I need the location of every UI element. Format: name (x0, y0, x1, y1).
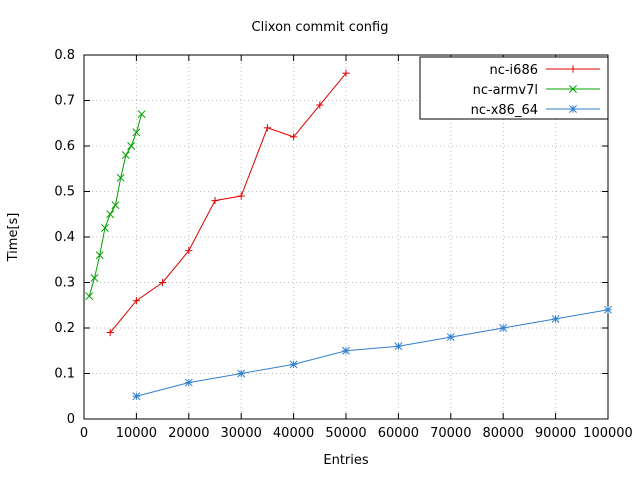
svg-text:50000: 50000 (325, 426, 366, 441)
svg-text:0.1: 0.1 (54, 367, 75, 382)
svg-text:nc-x86_64: nc-x86_64 (471, 103, 538, 118)
axes (83, 54, 609, 420)
svg-text:0.4: 0.4 (54, 230, 75, 245)
series-nc-x86_64 (132, 305, 612, 401)
series-nc-armv7l (85, 110, 146, 301)
series-nc-i686 (106, 69, 350, 337)
svg-text:40000: 40000 (273, 426, 314, 441)
svg-text:70000: 70000 (430, 426, 471, 441)
legend-item-nc-i686: nc-i686 (489, 63, 600, 78)
svg-text:100000: 100000 (583, 426, 633, 441)
svg-text:0: 0 (67, 412, 75, 427)
svg-text:30000: 30000 (221, 426, 262, 441)
x-axis-label: Entries (323, 453, 369, 468)
tick-labels: 0 10000 20000 30000 40000 50000 60000 70000 8000… (54, 48, 633, 441)
svg-text:20000: 20000 (168, 426, 209, 441)
svg-text:0.5: 0.5 (54, 185, 75, 200)
svg-text:0.3: 0.3 (54, 276, 75, 291)
svg-text:90000: 90000 (535, 426, 576, 441)
legend-item-nc-armv7l: nc-armv7l (473, 83, 600, 98)
svg-text:0.6: 0.6 (54, 139, 75, 154)
svg-text:80000: 80000 (483, 426, 524, 441)
chart-plot: 0 10000 20000 30000 40000 50000 60000 70000 8000… (54, 48, 633, 441)
legend-item-nc-x86_64: nc-x86_64 (471, 103, 600, 118)
y-axis-label: Time[s] (6, 213, 21, 263)
chart-title: Clixon commit config (252, 20, 389, 35)
svg-text:0: 0 (80, 426, 88, 441)
svg-text:0.2: 0.2 (54, 321, 75, 336)
svg-text:nc-i686: nc-i686 (489, 63, 538, 78)
svg-text:10000: 10000 (116, 426, 157, 441)
svg-text:60000: 60000 (378, 426, 419, 441)
legend: nc-i686 nc-armv7l nc-x86_64 (419, 56, 609, 120)
svg-text:nc-armv7l: nc-armv7l (473, 83, 538, 98)
svg-text:0.8: 0.8 (54, 48, 75, 63)
svg-text:0.7: 0.7 (54, 94, 75, 109)
